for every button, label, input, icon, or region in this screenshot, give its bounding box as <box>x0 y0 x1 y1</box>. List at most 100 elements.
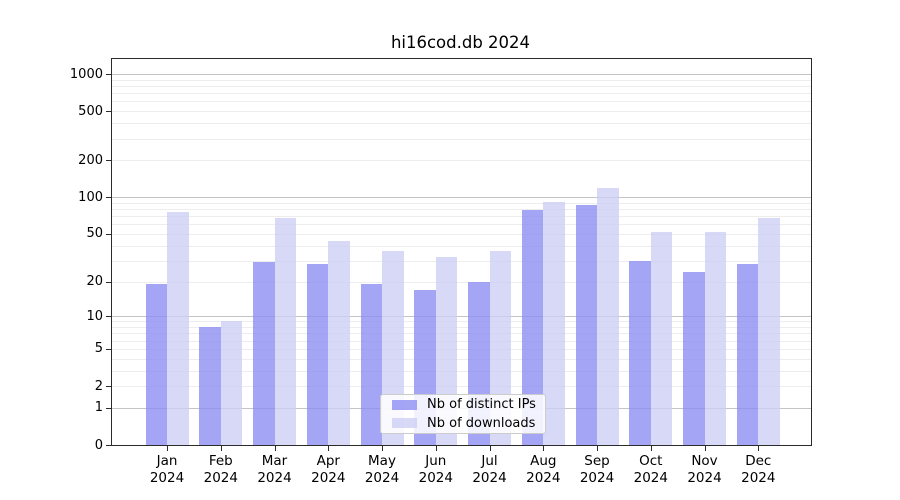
x-tick-sep <box>597 446 598 451</box>
y-tick-1 <box>106 407 111 409</box>
bar-sep-distinct-ips <box>575 204 597 445</box>
y-tick-50 <box>106 233 111 235</box>
y-tick-1000 <box>106 74 111 75</box>
gridline-10 <box>112 316 811 318</box>
bar-feb-downloads <box>220 321 243 445</box>
x-tick-label-nov: Nov 2024 <box>687 453 722 486</box>
gridline-900 <box>112 79 811 81</box>
x-tick-label-jun: Jun 2024 <box>418 453 453 486</box>
y-tick-2 <box>106 386 111 387</box>
y-tick-label-0: 0 <box>94 437 103 453</box>
gridline-7 <box>112 333 811 335</box>
x-tick-oct <box>650 446 652 451</box>
gridline-30 <box>112 260 811 262</box>
legend: Nb of distinct IPs Nb of downloads <box>380 394 546 434</box>
y-tick-100 <box>106 197 111 199</box>
y-tick-label-50: 50 <box>86 226 103 242</box>
gridline-6 <box>112 340 811 342</box>
gridline-3 <box>112 370 811 372</box>
bar-aug-downloads <box>543 201 565 445</box>
bar-dec-downloads <box>758 217 780 445</box>
gridline-70 <box>112 216 811 218</box>
bar-dec-distinct-ips <box>736 264 759 445</box>
y-tick-label-20: 20 <box>86 274 103 289</box>
x-tick-jun <box>435 446 437 451</box>
gridline-50 <box>112 233 811 235</box>
gridline-80 <box>112 209 811 210</box>
bar-oct-downloads <box>650 231 673 445</box>
x-tick-mar <box>274 446 276 451</box>
gridline-400 <box>112 123 811 125</box>
plot-area: Nb of distinct IPs Nb of downloads 0 1 2 5 1… <box>70 58 812 486</box>
bar-nov-distinct-ips <box>683 272 705 445</box>
y-tick-label-2: 2 <box>94 378 103 394</box>
gridline-800 <box>112 86 811 87</box>
x-tick-jan <box>167 446 168 451</box>
gridline-100 <box>112 197 811 199</box>
legend-item-downloads: Nb of downloads <box>381 416 545 432</box>
gridline-40 <box>112 245 811 247</box>
bar-jan-distinct-ips <box>145 284 167 445</box>
x-tick-label-jan: Jan 2024 <box>149 453 185 486</box>
gridline-9 <box>112 321 811 323</box>
x-tick-label-sep: Sep 2024 <box>579 453 615 486</box>
gridline-500 <box>112 111 811 113</box>
bar-may-distinct-ips <box>360 284 382 445</box>
legend-swatch-distinct-ips <box>392 399 417 410</box>
gridline-60 <box>112 224 811 226</box>
y-tick-200 <box>106 160 111 162</box>
y-tick-20 <box>106 281 111 283</box>
x-tick-label-jul: Jul 2024 <box>472 453 507 486</box>
x-tick-label-feb: Feb 2024 <box>203 453 238 486</box>
x-tick-nov <box>704 446 706 451</box>
x-tick-apr <box>328 446 330 451</box>
y-tick-5 <box>106 348 111 350</box>
chart-title: hi16cod.db 2024 <box>390 33 531 52</box>
bar-jan-downloads <box>167 212 189 445</box>
bar-sep-downloads <box>597 187 619 445</box>
x-tick-aug <box>543 446 545 451</box>
legend-swatch-downloads <box>392 418 417 429</box>
y-tick-label-1: 1 <box>94 400 103 416</box>
gridline-600 <box>112 101 811 103</box>
y-tick-label-500: 500 <box>78 103 103 119</box>
y-tick-0 <box>106 445 111 446</box>
x-tick-dec <box>758 446 760 451</box>
bar-mar-distinct-ips <box>253 262 275 445</box>
y-tick-label-200: 200 <box>78 152 103 168</box>
y-tick-label-100: 100 <box>78 189 103 205</box>
x-tick-label-may: May 2024 <box>364 453 400 486</box>
x-tick-label-apr: Apr 2024 <box>311 453 346 486</box>
y-tick-10 <box>106 316 111 318</box>
x-tick-label-mar: Mar 2024 <box>257 453 292 486</box>
y-tick-label-5: 5 <box>94 341 103 357</box>
gridline-300 <box>112 138 811 140</box>
gridline-90 <box>112 202 811 204</box>
x-tick-label-dec: Dec 2024 <box>741 453 776 486</box>
y-tick-label-10: 10 <box>86 308 103 324</box>
gridline-1000 <box>112 74 811 75</box>
gridline-20 <box>112 281 811 283</box>
x-tick-label-aug: Aug 2024 <box>526 453 561 486</box>
bar-feb-distinct-ips <box>199 327 221 445</box>
bar-nov-downloads <box>704 231 726 445</box>
bar-apr-downloads <box>328 240 350 445</box>
legend-label-distinct-ips: Nb of distinct IPs <box>427 397 536 413</box>
bar-oct-distinct-ips <box>629 260 651 445</box>
bar-aug-distinct-ips <box>521 210 544 445</box>
gridline-8 <box>112 327 811 328</box>
y-tick-label-1000: 1000 <box>69 66 103 82</box>
bar-apr-distinct-ips <box>306 264 329 445</box>
x-tick-may <box>382 446 383 451</box>
legend-label-downloads: Nb of downloads <box>427 415 536 431</box>
gridline-4 <box>112 358 811 360</box>
legend-item-distinct-ips: Nb of distinct IPs <box>381 397 545 413</box>
gridline-700 <box>112 93 811 95</box>
bar-mar-downloads <box>274 218 296 445</box>
x-tick-label-oct: Oct 2024 <box>633 453 668 486</box>
gridline-5 <box>112 348 811 350</box>
gridline-2 <box>112 386 811 387</box>
y-tick-500 <box>106 111 111 113</box>
x-tick-jul <box>489 446 491 451</box>
